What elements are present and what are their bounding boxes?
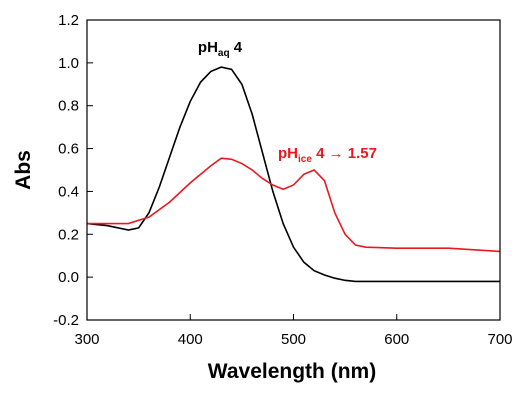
annotation-part: aq — [218, 48, 230, 59]
y-tick-label: 1.0 — [58, 55, 79, 72]
y-tick-label: 0.4 — [58, 183, 79, 200]
series-line — [87, 157, 501, 253]
x-tick-label: 700 — [487, 331, 512, 348]
y-tick-label: 0.2 — [58, 226, 79, 243]
y-axis-title: Abs — [12, 150, 35, 190]
annotation-part: pH — [278, 145, 298, 162]
annotation-part: 4 — [230, 39, 243, 56]
y-tick-label: 0.8 — [58, 98, 79, 115]
series-line — [86, 66, 500, 283]
plot-frame — [86, 19, 501, 321]
y-tick-label: 0.6 — [58, 141, 79, 158]
y-tick-label: 0.0 — [58, 269, 79, 286]
y-tick-label: -0.2 — [53, 312, 79, 329]
x-tick-label: 400 — [178, 331, 203, 348]
x-axis-title: Wavelength (nm) — [208, 360, 376, 383]
x-tick-label: 300 — [74, 331, 99, 348]
y-tick-label: 1.2 — [58, 12, 79, 29]
x-tick-label: 600 — [384, 331, 409, 348]
annotation-part: ice — [298, 154, 312, 165]
annotation: pHice 4 → 1.57 — [278, 145, 377, 165]
x-tick-label: 500 — [281, 331, 306, 348]
annotation-part: pH — [198, 39, 218, 56]
annotation-part: 4 → 1.57 — [312, 145, 377, 162]
annotation: pHaq 4 — [198, 39, 243, 59]
